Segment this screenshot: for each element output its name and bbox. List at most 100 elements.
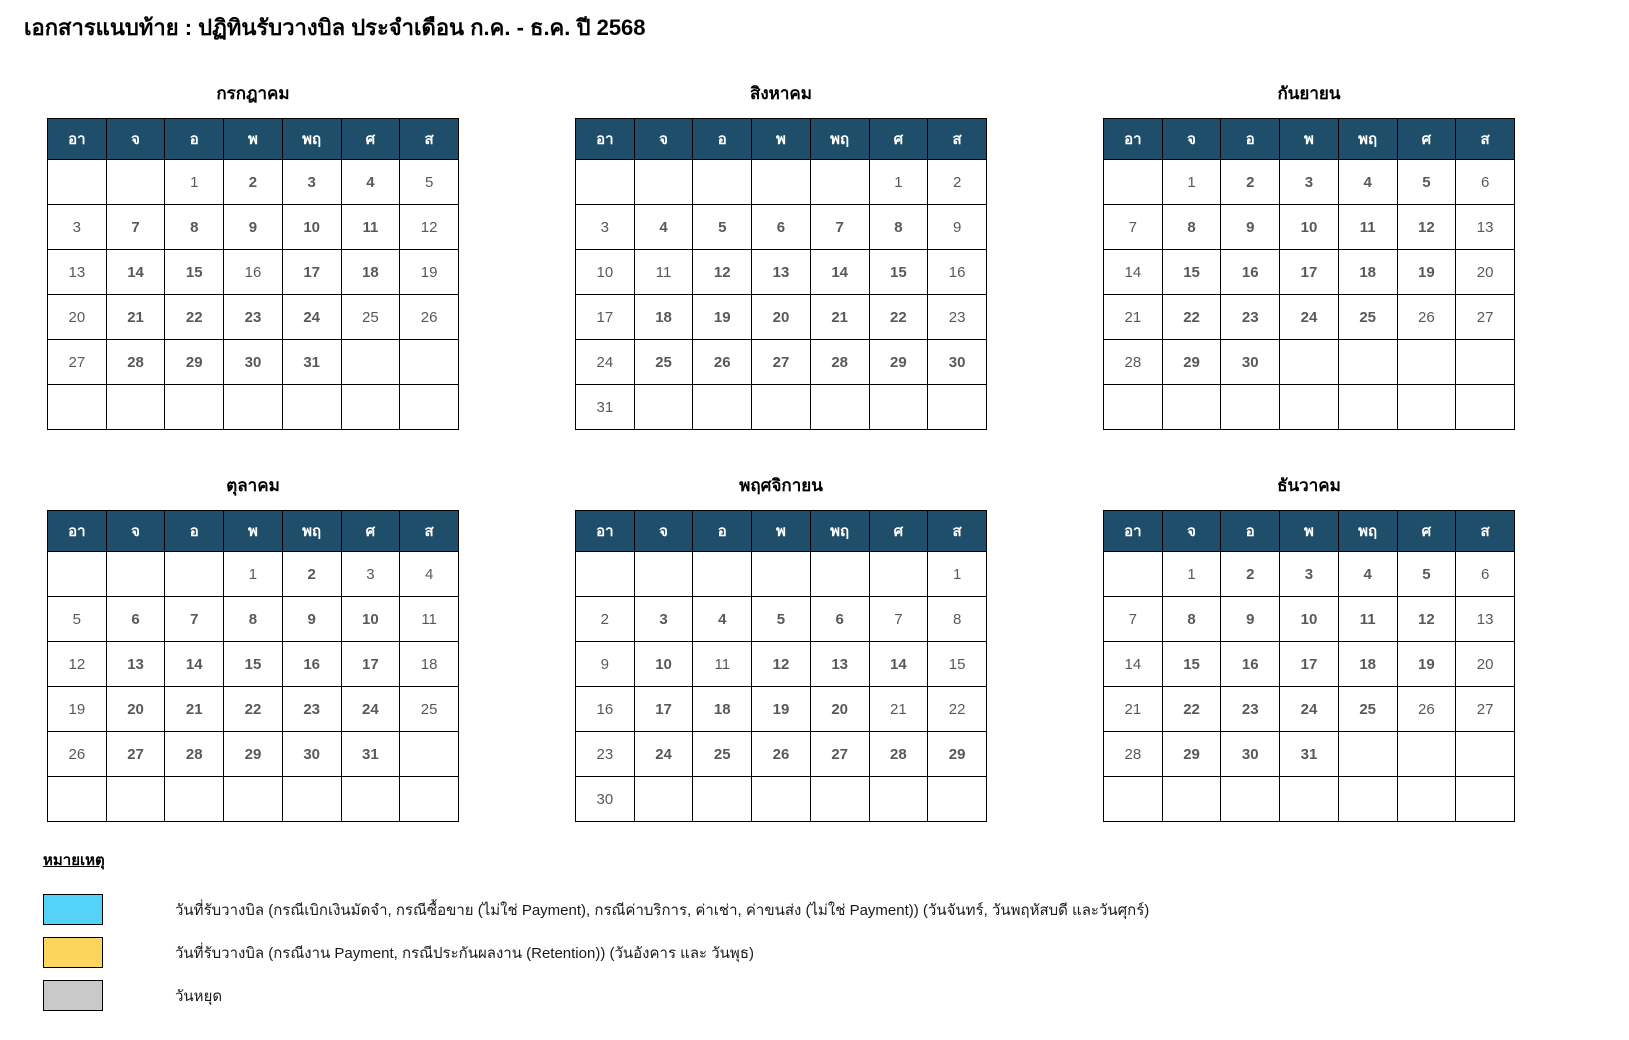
day-cell: 18 (399, 641, 459, 687)
empty-cell (692, 384, 753, 430)
empty-cell (223, 384, 283, 430)
legend: หมายเหตุ วันที่รับวางบิล (กรณีเบิกเงินมั… (43, 848, 1149, 1023)
day-cell: 25 (1337, 294, 1398, 340)
day-cell: 23 (281, 686, 342, 732)
empty-cell (399, 731, 459, 777)
week-row: 26 27 28 29 30 31 (47, 731, 459, 777)
day-cell: 14 (1103, 249, 1163, 295)
empty-cell (399, 384, 459, 430)
day-cell: 3 (575, 204, 635, 250)
empty-cell (1455, 776, 1515, 822)
month-calendar: สิงหาคม อาจอพพฤศส 1 2 3 4 5 6 7 8 9 10 11 12 13 14 15 16 1… (575, 82, 987, 430)
empty-cell (340, 384, 401, 430)
week-row: 23 24 25 26 27 28 29 (575, 731, 987, 777)
weekday-header: ส (1455, 510, 1515, 552)
empty-cell (633, 159, 694, 205)
day-cell: 22 (164, 294, 225, 340)
week-row: 21 22 23 24 25 26 27 (1103, 686, 1515, 732)
day-cell: 21 (1103, 686, 1163, 732)
day-cell: 5 (692, 204, 753, 250)
day-cell: 9 (1220, 204, 1281, 250)
day-cell: 4 (1337, 159, 1398, 205)
month-table: อาจอพพฤศส 1 2 3 4 5 3 7 8 9 10 11 12 13 14 15 16 17 18 19 20… (47, 118, 459, 430)
empty-cell (399, 776, 459, 822)
day-cell: 28 (1103, 339, 1163, 385)
weekday-header-row: อาจอพพฤศส (575, 510, 987, 552)
day-cell: 29 (1161, 731, 1222, 777)
day-cell: 4 (340, 159, 401, 205)
empty-cell (281, 776, 342, 822)
day-cell: 21 (868, 686, 929, 732)
day-cell: 21 (105, 294, 166, 340)
week-row (1103, 776, 1515, 822)
day-cell: 28 (809, 339, 870, 385)
day-cell: 13 (105, 641, 166, 687)
day-cell: 3 (1279, 551, 1339, 597)
week-row: 17 18 19 20 21 22 23 (575, 294, 987, 340)
weekday-header: จ (633, 118, 694, 160)
empty-cell (809, 776, 870, 822)
day-cell: 20 (47, 294, 107, 340)
day-cell: 28 (868, 731, 929, 777)
month-table: อาจอพพฤศส 1 2 3 4 5 6 7 8 9 10 11 12 13 14 15 16 17 18 19 20… (575, 510, 987, 822)
day-cell: 9 (281, 596, 342, 642)
empty-cell (47, 551, 107, 597)
month-table: อาจอพพฤศส 1 2 3 4 5 6 7 8 9 10 11 12 13 14 15 16 17 18 19 20… (47, 510, 459, 822)
empty-cell (164, 776, 225, 822)
weekday-header: อ (164, 510, 225, 552)
day-cell: 15 (223, 641, 283, 687)
week-row: 16 17 18 19 20 21 22 (575, 686, 987, 732)
weekday-header: อ (692, 510, 753, 552)
week-row: 20 21 22 23 24 25 26 (47, 294, 459, 340)
day-cell: 3 (47, 204, 107, 250)
day-cell: 28 (105, 339, 166, 385)
weekday-header: อา (1103, 510, 1163, 552)
day-cell: 23 (1220, 686, 1281, 732)
day-cell: 7 (105, 204, 166, 250)
weekday-header: พฤ (281, 118, 342, 160)
day-cell: 29 (927, 731, 987, 777)
empty-cell (809, 551, 870, 597)
day-cell: 6 (809, 596, 870, 642)
day-cell: 15 (1161, 249, 1222, 295)
day-cell: 12 (751, 641, 811, 687)
day-cell: 17 (340, 641, 401, 687)
empty-cell (1396, 776, 1457, 822)
day-cell: 19 (692, 294, 753, 340)
day-cell: 12 (692, 249, 753, 295)
day-cell: 1 (927, 551, 987, 597)
empty-cell (340, 776, 401, 822)
day-cell: 19 (1396, 641, 1457, 687)
empty-cell (1337, 776, 1398, 822)
weekday-header: จ (105, 118, 166, 160)
weekday-header: พ (1279, 118, 1339, 160)
empty-cell (633, 384, 694, 430)
day-cell: 21 (1103, 294, 1163, 340)
weekday-header: พ (751, 510, 811, 552)
day-cell: 7 (868, 596, 929, 642)
empty-cell (809, 384, 870, 430)
day-cell: 13 (47, 249, 107, 295)
day-cell: 5 (399, 159, 459, 205)
empty-cell (164, 384, 225, 430)
weekday-header: พฤ (809, 510, 870, 552)
week-row: 7 8 9 10 11 12 13 (1103, 204, 1515, 250)
day-cell: 3 (633, 596, 694, 642)
day-cell: 19 (1396, 249, 1457, 295)
day-cell: 9 (223, 204, 283, 250)
day-cell: 25 (399, 686, 459, 732)
day-cell: 23 (575, 731, 635, 777)
day-cell: 14 (1103, 641, 1163, 687)
month-calendar: ธันวาคม อาจอพพฤศส 1 2 3 4 5 6 7 8 9 10 11 12 13 14 15 16 1… (1103, 474, 1515, 822)
legend-swatch-gray (43, 980, 103, 1011)
day-cell: 18 (692, 686, 753, 732)
weekday-header: จ (105, 510, 166, 552)
day-cell: 24 (340, 686, 401, 732)
day-cell: 30 (927, 339, 987, 385)
day-cell: 23 (223, 294, 283, 340)
day-cell: 21 (164, 686, 225, 732)
empty-cell (1279, 776, 1339, 822)
day-cell: 8 (164, 204, 225, 250)
